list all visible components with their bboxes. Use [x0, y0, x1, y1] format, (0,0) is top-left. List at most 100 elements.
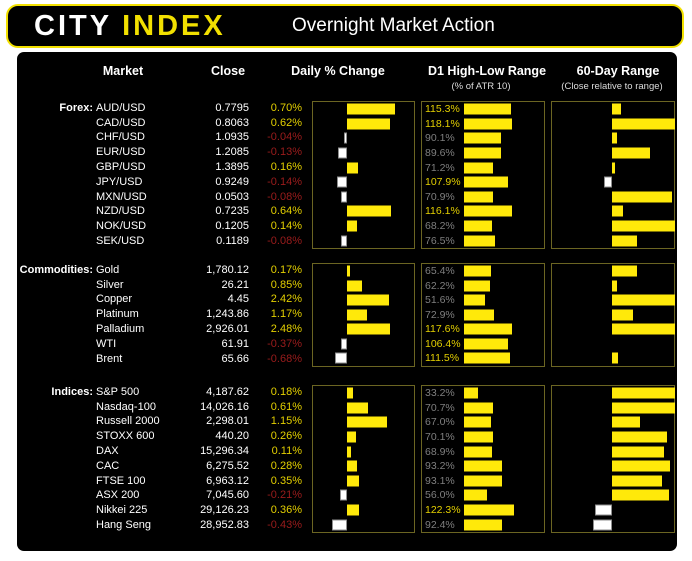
d1-bar-row: 70.9% [422, 190, 544, 205]
d1-value-label: 68.9% [425, 445, 455, 458]
market-name: AUD/USD [96, 101, 146, 114]
logo-index: INDEX [122, 9, 226, 42]
panel: Market Close Daily % Change D1 High-Low … [17, 52, 677, 551]
range60-bar-row [552, 386, 675, 401]
daily-bar-row [313, 190, 414, 205]
daily-bar-row [313, 264, 414, 279]
daily-bar-row [313, 131, 414, 146]
close-value: 6,963.12 [206, 474, 249, 487]
daily-bar-row [313, 293, 414, 308]
market-name: NOK/USD [96, 220, 147, 233]
range60-bar-row [552, 401, 675, 416]
daily-bar [347, 118, 390, 130]
d1-bar [464, 431, 493, 443]
d1-bar-row: 90.1% [422, 131, 544, 146]
close-value: 0.0503 [215, 190, 249, 203]
daily-change-value: 0.35% [270, 474, 302, 487]
d1-bar-row: 107.9% [422, 175, 544, 190]
d1-bar-row: 56.0% [422, 488, 544, 503]
d1-bar [464, 162, 494, 174]
daily-bar-row [313, 459, 414, 474]
d1-value-label: 106.4% [425, 337, 461, 350]
daily-bar [339, 489, 347, 501]
table-row: Palladium 2,926.01 2.48% [17, 322, 312, 337]
range60-bar-row [552, 474, 674, 489]
range60-bar [612, 387, 675, 399]
d1-bar-row: 93.1% [422, 474, 544, 489]
market-name: MXN/USD [96, 190, 147, 203]
daily-bar-row [313, 308, 414, 323]
market-name: Brent [96, 352, 123, 365]
d1-value-label: 71.2% [425, 161, 455, 174]
table-row: NZD/USD 0.7235 0.64% [17, 205, 312, 220]
d1-bar-row: 65.4% [422, 264, 544, 279]
d1-bar-row: 115.3% [422, 102, 544, 117]
d1-bar-row: 62.2% [422, 279, 544, 294]
market-name: Silver [96, 278, 124, 291]
daily-change-value: 0.11% [271, 445, 302, 458]
daily-bar [341, 235, 347, 247]
table-row: Nikkei 225 29,126.23 0.36% [17, 503, 312, 518]
market-name: CAD/USD [96, 116, 146, 129]
daily-change-value: -0.21% [267, 489, 302, 502]
range60-bar [612, 103, 621, 115]
daily-change-chart [312, 385, 415, 533]
d1-bar-row: 89.6% [422, 146, 544, 161]
table-row: CAC 6,275.52 0.28% [17, 459, 312, 474]
d1-bar [464, 191, 494, 203]
group-rows: Commodities: Gold 1,780.12 0.17% Silver 26.21… [17, 263, 312, 367]
table-row: WTI 61.91 -0.37% [17, 337, 312, 352]
range60-bar [612, 431, 668, 443]
range60-bar-row [552, 430, 674, 445]
market-name: Platinum [96, 308, 139, 321]
daily-bar [347, 220, 357, 232]
market-name: S&P 500 [96, 385, 140, 398]
daily-bar-row [313, 430, 414, 445]
close-value: 1.0935 [215, 131, 249, 144]
table-row: Copper 4.45 2.42% [17, 293, 312, 308]
table-row: CHF/USD 1.0935 -0.04% [17, 131, 312, 146]
range60-bar-row [552, 503, 674, 518]
column-header-60day-range: 60-Day Range [576, 64, 660, 78]
d1-bar-row: 111.5% [422, 351, 544, 366]
daily-bar [344, 132, 347, 144]
daily-change-value: 0.18% [270, 385, 302, 398]
range60-bar [612, 460, 670, 472]
range60-bar [612, 475, 663, 487]
table-row: ASX 200 7,045.60 -0.21% [17, 489, 312, 504]
close-value: 0.1189 [216, 235, 249, 248]
market-name: FTSE 100 [96, 474, 146, 487]
d1-range-chart: 115.3% 118.1% 90.1% 89.6% 71.2% 107.9% 70.9% 11… [421, 101, 545, 249]
range60-bar [612, 323, 675, 335]
daily-bar-row [313, 175, 414, 190]
market-name: WTI [96, 337, 117, 350]
range60-bar [612, 235, 638, 247]
range60-bar [612, 132, 618, 144]
d1-range-chart: 33.2% 70.7% 67.0% 70.1% 68.9% 93.2% 93.1% 56.0%… [421, 385, 545, 533]
table-row: Indices: S&P 500 4,187.62 0.18% [17, 385, 312, 400]
range60-bar-row [552, 459, 674, 474]
daily-change-value: 0.17% [270, 263, 302, 276]
d1-bar-row: 76.5% [422, 233, 544, 248]
range60-bar [612, 265, 638, 277]
table-row: SEK/USD 0.1189 -0.08% [17, 234, 312, 249]
table-row: MXN/USD 0.0503 -0.08% [17, 190, 312, 205]
daily-bar [347, 387, 354, 399]
table-row: Commodities: Gold 1,780.12 0.17% [17, 263, 312, 278]
daily-bar [347, 446, 351, 458]
daily-bar [332, 519, 347, 531]
close-value: 4,187.62 [206, 385, 249, 398]
close-value: 6,275.52 [206, 459, 249, 472]
range60-bar-row [552, 351, 674, 366]
d1-bar-row: 33.2% [422, 386, 544, 401]
table-row: NOK/USD 0.1205 0.14% [17, 219, 312, 234]
d1-value-label: 93.1% [425, 474, 455, 487]
close-value: 29,126.23 [200, 504, 249, 517]
daily-change-value: -0.14% [267, 175, 302, 188]
market-name: ASX 200 [96, 489, 140, 502]
d1-value-label: 62.2% [425, 279, 455, 292]
d1-bar [464, 504, 515, 516]
close-value: 28,952.83 [200, 519, 249, 532]
table-row: Nasdaq-100 14,026.16 0.61% [17, 400, 312, 415]
column-header-d1-range: D1 High-Low Range [427, 64, 547, 78]
